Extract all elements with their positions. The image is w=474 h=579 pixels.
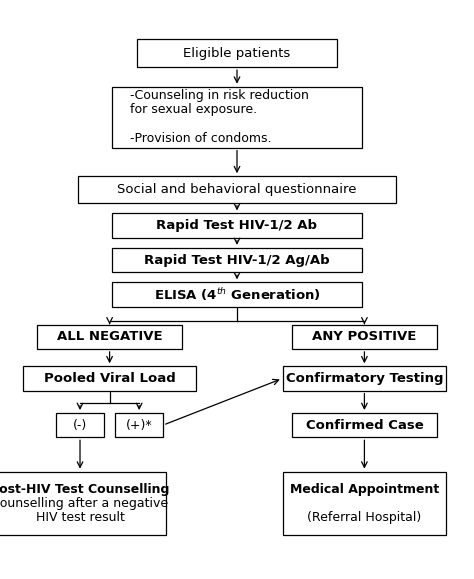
Text: ELISA (4$^{th}$ Generation): ELISA (4$^{th}$ Generation) xyxy=(154,286,320,303)
Text: Rapid Test HIV-1/2 Ab: Rapid Test HIV-1/2 Ab xyxy=(156,219,318,232)
Text: -Counseling in risk reduction: -Counseling in risk reduction xyxy=(130,89,309,102)
Text: ALL NEGATIVE: ALL NEGATIVE xyxy=(57,330,163,343)
FancyBboxPatch shape xyxy=(137,39,337,67)
Text: Medical Appointment: Medical Appointment xyxy=(290,482,439,496)
FancyBboxPatch shape xyxy=(283,471,447,536)
Text: (+)*: (+)* xyxy=(126,419,153,431)
FancyBboxPatch shape xyxy=(112,213,362,238)
Text: (Referral Hospital): (Referral Hospital) xyxy=(307,511,421,525)
FancyBboxPatch shape xyxy=(112,87,362,148)
Text: Rapid Test HIV-1/2 Ag/Ab: Rapid Test HIV-1/2 Ag/Ab xyxy=(144,254,330,266)
FancyBboxPatch shape xyxy=(0,471,166,536)
Text: Eligible patients: Eligible patients xyxy=(183,47,291,60)
FancyBboxPatch shape xyxy=(112,248,362,272)
Text: ANY POSITIVE: ANY POSITIVE xyxy=(312,330,417,343)
FancyBboxPatch shape xyxy=(292,413,437,437)
FancyBboxPatch shape xyxy=(23,366,196,391)
Text: HIV test result: HIV test result xyxy=(36,511,125,525)
Text: Counselling after a negative: Counselling after a negative xyxy=(0,497,169,510)
FancyBboxPatch shape xyxy=(115,413,163,437)
Text: Confirmatory Testing: Confirmatory Testing xyxy=(286,372,443,385)
Text: -Provision of condoms.: -Provision of condoms. xyxy=(130,133,272,145)
Text: (-): (-) xyxy=(73,419,87,431)
FancyBboxPatch shape xyxy=(78,176,396,203)
Text: Social and behavioral questionnaire: Social and behavioral questionnaire xyxy=(117,183,357,196)
FancyBboxPatch shape xyxy=(56,413,104,437)
Text: Post-HIV Test Counselling: Post-HIV Test Counselling xyxy=(0,482,170,496)
Text: for sexual exposure.: for sexual exposure. xyxy=(130,104,257,116)
FancyBboxPatch shape xyxy=(283,366,447,391)
FancyBboxPatch shape xyxy=(37,324,182,349)
Text: Confirmed Case: Confirmed Case xyxy=(306,419,423,431)
FancyBboxPatch shape xyxy=(112,283,362,307)
FancyBboxPatch shape xyxy=(292,324,437,349)
Text: Pooled Viral Load: Pooled Viral Load xyxy=(44,372,175,385)
